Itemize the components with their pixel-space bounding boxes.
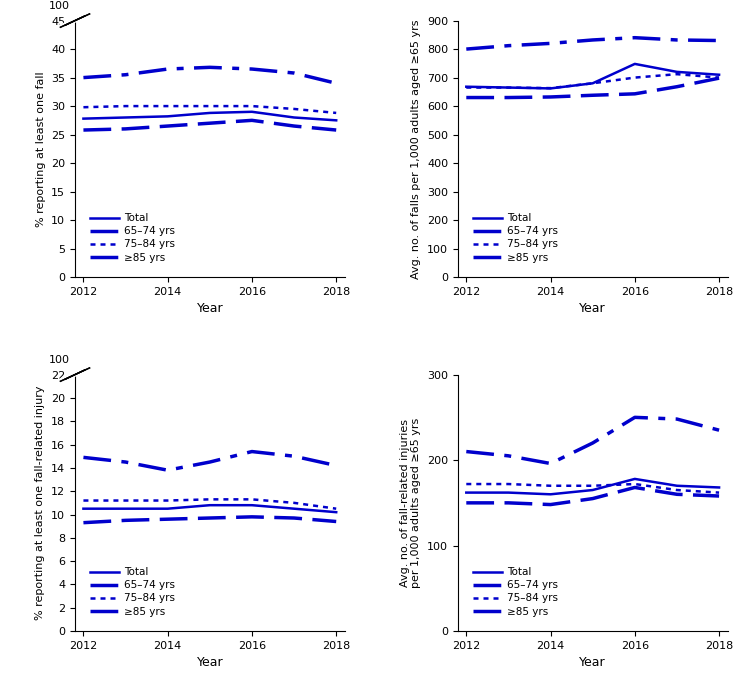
X-axis label: Year: Year: [579, 303, 606, 316]
Text: 100: 100: [49, 1, 70, 12]
Legend: Total, 65–74 yrs, 75–84 yrs, ≥85 yrs: Total, 65–74 yrs, 75–84 yrs, ≥85 yrs: [469, 563, 562, 621]
X-axis label: Year: Year: [579, 657, 606, 670]
Text: 100: 100: [49, 355, 70, 366]
Legend: Total, 65–74 yrs, 75–84 yrs, ≥85 yrs: Total, 65–74 yrs, 75–84 yrs, ≥85 yrs: [86, 563, 179, 621]
X-axis label: Year: Year: [196, 657, 223, 670]
Y-axis label: Avg. no. of fall-related injuries
per 1,000 adults aged ≥65 yrs: Avg. no. of fall-related injuries per 1,…: [400, 418, 422, 588]
Y-axis label: % reporting at least one fall-related injury: % reporting at least one fall-related in…: [35, 386, 46, 620]
Legend: Total, 65–74 yrs, 75–84 yrs, ≥85 yrs: Total, 65–74 yrs, 75–84 yrs, ≥85 yrs: [469, 209, 562, 267]
Y-axis label: % reporting at least one fall: % reporting at least one fall: [35, 71, 46, 226]
X-axis label: Year: Year: [196, 303, 223, 316]
Legend: Total, 65–74 yrs, 75–84 yrs, ≥85 yrs: Total, 65–74 yrs, 75–84 yrs, ≥85 yrs: [86, 209, 179, 267]
Y-axis label: Avg. no. of falls per 1,000 adults aged ≥65 yrs: Avg. no. of falls per 1,000 adults aged …: [412, 19, 422, 279]
